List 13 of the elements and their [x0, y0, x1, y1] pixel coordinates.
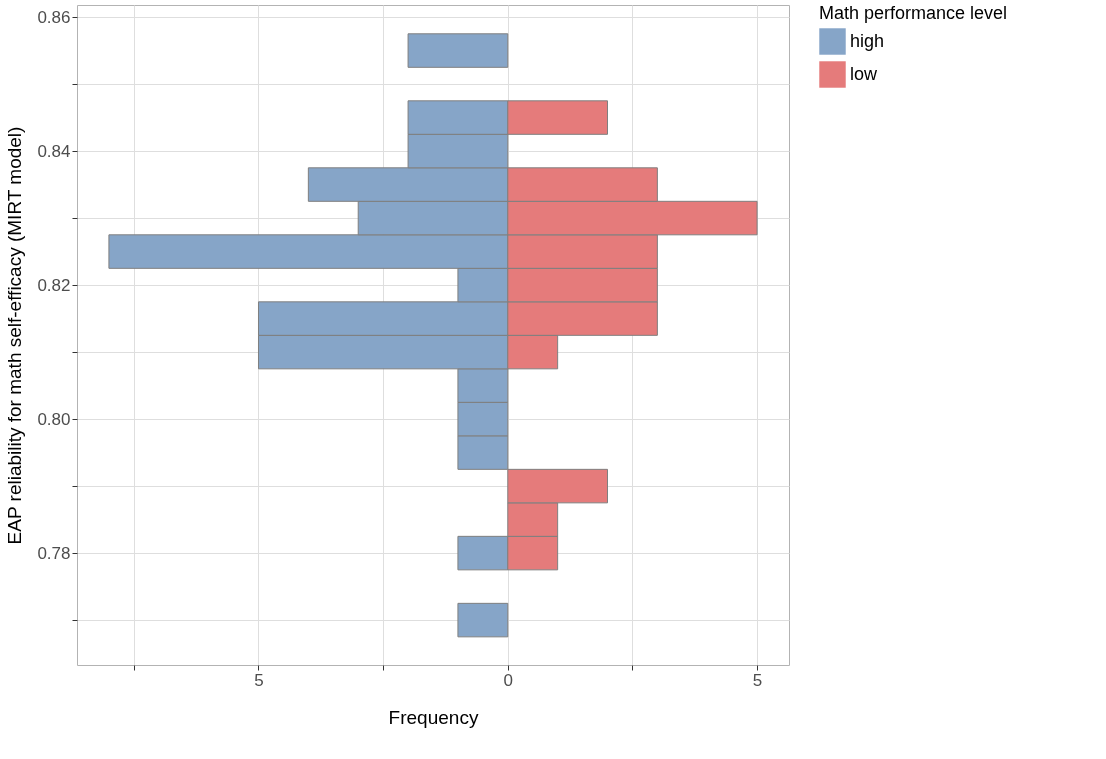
y-tick-label: 0.80: [37, 409, 71, 429]
x-tick-label: 0: [503, 670, 514, 690]
legend-title: Math performance level: [819, 3, 1008, 23]
y-tick-label: 0.82: [37, 275, 71, 295]
y-tick-label: 0.86: [37, 7, 71, 27]
y-tick-label: 0.84: [37, 141, 71, 161]
y-axis-title: EAP reliability for math self-efficacy (MIRT model): [4, 126, 26, 545]
x-tick-label: 5: [254, 670, 264, 690]
legend-label: low: [850, 63, 879, 84]
y-tick-label: 0.78: [37, 543, 71, 563]
legend-label: high: [850, 30, 885, 51]
x-axis-title: Frequency: [388, 706, 479, 728]
x-tick-label: 5: [752, 670, 763, 690]
